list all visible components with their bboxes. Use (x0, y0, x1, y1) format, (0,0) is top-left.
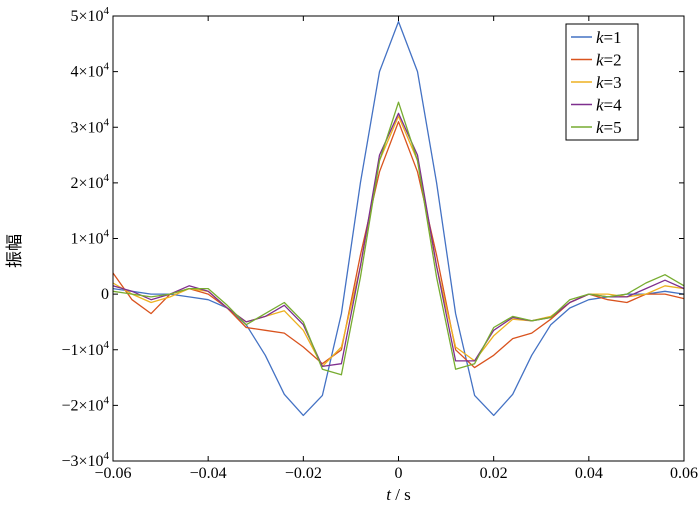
y-tick-exponent: 4 (104, 61, 110, 73)
y-tick-label: −2×104 (61, 394, 109, 414)
legend-entry-var: k (596, 28, 604, 47)
x-axis-label: t / s (386, 485, 411, 504)
legend-entry-var: k (596, 96, 604, 115)
legend-entry-var: k (596, 51, 604, 70)
y-tick-label: 1×104 (70, 228, 109, 248)
legend-entry-k4: k=4 (596, 96, 622, 115)
legend-entry-k3: k=3 (596, 73, 622, 92)
series-line-k3 (112, 115, 685, 368)
y-tick-exponent: 4 (104, 5, 110, 17)
x-axis-label-sep: / (391, 485, 404, 504)
legend-entry-var: k (596, 73, 604, 92)
y-tick-label: 0 (101, 286, 109, 303)
y-tick-label: −1×104 (61, 339, 109, 359)
x-tick-label: 0.06 (670, 465, 698, 482)
legend-entry-k5: k=5 (596, 118, 622, 137)
y-tick-mantissa: 4×10 (70, 64, 103, 81)
legend-entry-value: =5 (604, 118, 622, 137)
y-tick-mantissa: −1×10 (61, 342, 103, 359)
y-tick-exponent: 4 (104, 116, 110, 128)
y-tick-label: 4×104 (70, 61, 109, 81)
legend: k=1k=2k=3k=4k=5 (565, 23, 639, 141)
legend-entry-var: k (596, 118, 604, 137)
y-tick-mantissa: 3×10 (70, 119, 103, 136)
y-tick-exponent: 4 (104, 172, 110, 184)
y-tick-label: 5×104 (70, 5, 109, 25)
series-line-k2 (112, 121, 685, 369)
x-tick-label: −0.06 (94, 465, 131, 482)
x-axis-label-unit: s (404, 485, 411, 504)
legend-entry-value: =4 (604, 96, 623, 115)
y-tick-mantissa: −3×10 (61, 453, 103, 470)
y-tick-mantissa: 1×10 (70, 231, 103, 248)
y-tick-mantissa: 2×10 (70, 175, 103, 192)
y-axis-label: 振幅 (5, 234, 24, 268)
legend-entry-value: =1 (604, 28, 622, 47)
y-tick-exponent: 4 (104, 450, 110, 462)
labels-layer: t / s 振幅 (5, 234, 411, 504)
x-tick-label: 0.04 (575, 465, 603, 482)
legend-entry-k1: k=1 (596, 28, 622, 47)
y-tick-label: 3×104 (70, 116, 109, 136)
y-tick-label: −3×104 (61, 450, 109, 470)
y-tick-mantissa: 5×10 (70, 8, 103, 25)
y-tick-label: 2×104 (70, 172, 109, 192)
series-line-k5 (112, 101, 685, 376)
y-tick-exponent: 4 (104, 339, 110, 351)
y-tick-mantissa: 0 (101, 286, 109, 303)
legend-entry-value: =3 (604, 73, 622, 92)
series-line-k1 (112, 20, 685, 417)
x-tick-label: −0.04 (190, 465, 227, 482)
x-tick-label: 0 (395, 465, 403, 482)
x-axis-label-var: t (386, 485, 392, 504)
y-tick-exponent: 4 (104, 228, 110, 240)
x-tick-label: −0.02 (285, 465, 322, 482)
legend-entry-value: =2 (604, 51, 622, 70)
legend-entry-k2: k=2 (596, 51, 622, 70)
y-tick-exponent: 4 (104, 394, 110, 406)
series-layer (112, 20, 685, 417)
x-tick-label: 0.02 (480, 465, 508, 482)
y-tick-mantissa: −2×10 (61, 397, 103, 414)
ticks-layer: −0.06 −0.04 −0.02 0 0.02 0.04 0.06−3×104−2×104… (61, 5, 698, 482)
series-line-k4 (112, 112, 685, 368)
